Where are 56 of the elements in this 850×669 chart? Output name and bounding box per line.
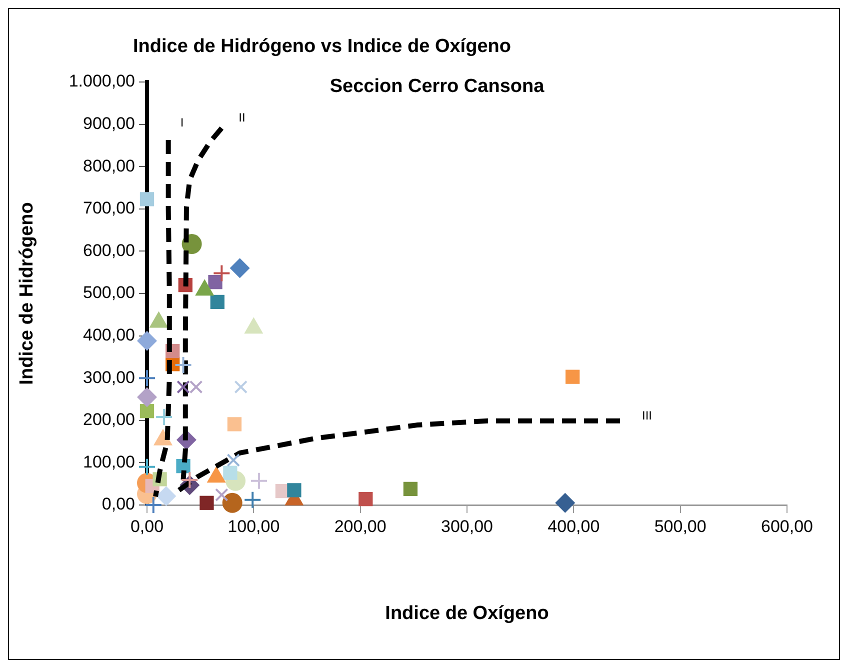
point [358, 492, 373, 506]
point [138, 458, 156, 476]
point [138, 369, 156, 388]
x-tick-label: 200,00 [334, 516, 386, 536]
y-tick-label: 100,00 [83, 452, 135, 472]
annotation: I [180, 115, 184, 130]
point [250, 472, 268, 490]
y-tick-label: 1.000,00 [68, 72, 135, 91]
x-axis-title: Indice de Oxígeno [385, 602, 549, 624]
point [244, 490, 262, 509]
x-tick-label: 300,00 [441, 516, 493, 536]
y-tick-label: 200,00 [83, 410, 135, 430]
point [234, 380, 248, 394]
point [140, 404, 154, 418]
y-tick-label: 500,00 [83, 283, 135, 302]
y-tick-label: 0,00 [102, 494, 135, 514]
y-tick-label: 900,00 [83, 114, 135, 133]
point [156, 486, 176, 506]
point [215, 488, 228, 502]
point [155, 408, 174, 426]
y-tick-label: 700,00 [83, 198, 135, 218]
point [137, 387, 157, 408]
point [555, 492, 576, 513]
point [287, 483, 302, 498]
point [222, 492, 242, 513]
point [200, 496, 214, 510]
point [208, 275, 222, 290]
chart-title: Indice de Hidrógeno vs Indice de Oxígeno [133, 36, 511, 58]
point [174, 356, 192, 374]
point [230, 258, 250, 278]
x-tick-label: 400,00 [548, 516, 600, 536]
point [189, 380, 203, 394]
point [176, 380, 190, 394]
point [227, 417, 242, 432]
y-axis-title: Indice de Hidrógeno [16, 202, 38, 385]
point [403, 482, 418, 496]
x-tick-label: 0,00 [130, 516, 164, 536]
point [223, 466, 238, 480]
y-tick-label: 600,00 [83, 240, 135, 260]
y-tick-label: 400,00 [83, 325, 135, 344]
point [140, 192, 154, 206]
point [210, 294, 224, 310]
point [137, 330, 157, 351]
x-tick-label: 500,00 [654, 516, 706, 536]
x-tick-label: 100,00 [228, 516, 280, 536]
x-tick-label: 600,00 [761, 516, 813, 536]
chart-subtitle: Seccion Cerro Cansona [330, 76, 545, 98]
y-tick-label: 300,00 [83, 368, 135, 387]
point [566, 370, 580, 384]
point [226, 454, 240, 467]
y-tick-label: 800,00 [83, 156, 135, 176]
point [144, 496, 162, 514]
point [212, 264, 231, 282]
annotation: III [642, 408, 652, 422]
annotation: II [238, 110, 246, 124]
point [180, 471, 199, 490]
